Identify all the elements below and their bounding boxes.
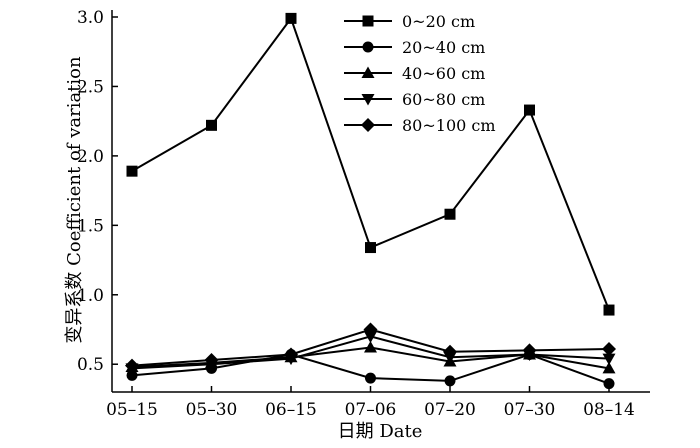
series-line (131, 16, 610, 311)
legend-entry: 80~100 cm (344, 116, 496, 135)
data-point (443, 344, 457, 359)
data-point (126, 369, 138, 381)
data-point (365, 242, 376, 254)
legend-marker (361, 94, 375, 106)
y-axis-title: 变异系数 Coefficient of variation (64, 56, 85, 344)
series-5 (125, 322, 616, 373)
data-point (206, 119, 217, 131)
y-tick-label: 0.5 (77, 355, 104, 375)
x-tick-label: 08–14 (583, 400, 635, 420)
y-tick-label: 2.5 (77, 77, 104, 97)
legend-marker (362, 15, 374, 27)
data-point (602, 353, 616, 366)
x-tick-label: 07–30 (504, 400, 556, 420)
legend-label: 20~40 cm (402, 38, 485, 57)
series-1 (126, 12, 615, 316)
data-point (204, 353, 219, 368)
legend-label: 80~100 cm (402, 116, 496, 135)
data-point (365, 372, 376, 384)
legend-marker (362, 41, 374, 53)
axes (111, 10, 650, 393)
y-tick-label: 3.0 (77, 8, 104, 28)
x-axis-title: 日期 Date (338, 421, 423, 442)
legend-entry: 40~60 cm (344, 64, 485, 83)
data-point (284, 347, 298, 362)
legend-entry: 20~40 cm (344, 38, 485, 57)
legend-entry: 60~80 cm (344, 90, 485, 109)
legend-entry: 0~20 cm (344, 12, 475, 31)
legend-label: 0~20 cm (402, 12, 475, 31)
data-point (603, 378, 615, 390)
y-tick-label: 1.0 (77, 286, 104, 306)
y-ticks: 3.0 2.5 2.0 1.5 1.0 0.5 (77, 8, 118, 375)
data-point (285, 12, 297, 24)
data-point (444, 208, 456, 220)
data-point (603, 304, 615, 316)
data-point (364, 341, 377, 353)
data-point (522, 343, 537, 358)
data-point (444, 375, 456, 387)
data-point (125, 358, 139, 373)
series-layer (125, 12, 616, 390)
data-point (524, 104, 535, 116)
data-point (126, 165, 138, 177)
x-tick-label: 06–15 (265, 400, 317, 420)
x-tick-label: 05–30 (186, 400, 238, 420)
x-ticks: 05–15 05–30 06–15 07–06 07–20 07–30 08–14 (106, 386, 635, 420)
data-point (364, 331, 377, 343)
x-tick-label: 07–20 (424, 400, 476, 420)
data-point (363, 322, 378, 337)
legend-marker (361, 118, 375, 132)
series-4 (125, 331, 616, 375)
legend-marker (361, 66, 375, 78)
legend: 0~20 cm 20~40 cm 40~60 cm 60~80 cm 80~100 cm (344, 12, 496, 135)
data-point (602, 341, 616, 356)
legend-label: 60~80 cm (402, 90, 485, 109)
legend-label: 40~60 cm (402, 64, 485, 83)
x-tick-label: 05–15 (106, 400, 158, 420)
data-point (602, 361, 616, 374)
y-tick-label: 1.5 (77, 216, 104, 236)
x-tick-label: 07–06 (345, 400, 397, 420)
y-tick-label: 2.0 (77, 147, 104, 167)
